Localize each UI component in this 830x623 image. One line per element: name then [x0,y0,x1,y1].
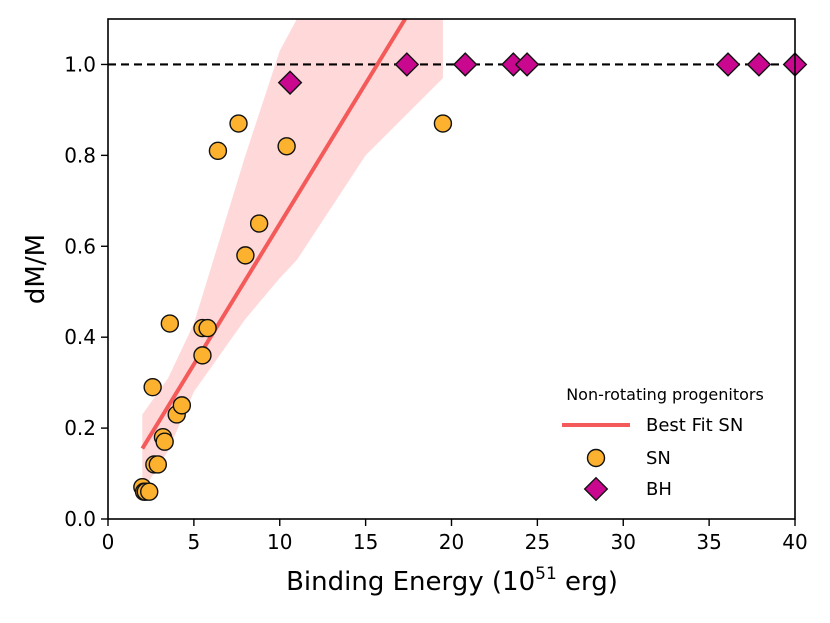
legend: Non-rotating progenitors Best Fit SN SN … [562,385,764,502]
x-tick-label: 30 [611,530,636,554]
sn-point [433,114,453,133]
bh-point [715,52,741,77]
sn-point [172,396,192,415]
legend-label-bh: BH [646,479,672,500]
bh-point [452,52,478,77]
sn-point [236,246,255,265]
bh-point [394,52,420,77]
bh-point [746,52,772,77]
legend-title: Non-rotating progenitors [566,385,764,404]
x-tick-label: 5 [188,530,201,554]
x-tick-label: 20 [439,530,464,554]
x-tick-label: 40 [782,530,807,554]
x-tick-label: 15 [353,530,378,554]
x-tick-label: 35 [696,530,721,554]
sn-point [148,455,168,474]
sn-point [143,377,162,397]
x-axis-label: Binding Energy (1051 erg) [286,564,618,597]
sn-point [229,114,248,133]
bh-point [277,70,303,95]
sn-point [208,141,228,161]
sn-point [155,432,174,451]
x-tick-label: 25 [525,530,550,554]
best-fit-line [140,19,407,450]
fit-uncertainty-band [142,19,443,492]
sn-point [160,314,180,333]
y-axis-label: dM/M [21,234,51,304]
uncertainty-band [142,19,443,492]
sn-point [277,137,296,156]
legend-label-best-fit: Best Fit SN [646,415,743,436]
bh-point [501,52,526,77]
legend-label-sn: SN [646,448,671,469]
y-tick-label: 0.4 [64,325,96,349]
sn-point [198,318,217,338]
legend-swatch-sn [586,448,606,468]
y-tick-label: 0.0 [64,507,96,531]
ticks: 0 5 10 15 20 25 30 35 40 0.0 0.2 0.4 0.6 0.8 1.0 [64,52,808,554]
best-fit-line-layer [140,19,407,450]
bh-points [277,52,808,95]
sn-point [249,214,269,233]
sn-point [140,482,159,501]
legend-swatch-bh [583,476,609,502]
sn-point [193,346,212,365]
y-tick-label: 0.2 [64,416,96,440]
bh-point [514,52,540,77]
y-tick-label: 0.8 [64,143,96,167]
x-tick-label: 10 [267,530,292,554]
sn-points [133,114,453,501]
x-tick-label: 0 [102,530,115,554]
y-tick-label: 1.0 [64,52,96,76]
y-tick-label: 0.6 [64,234,96,258]
